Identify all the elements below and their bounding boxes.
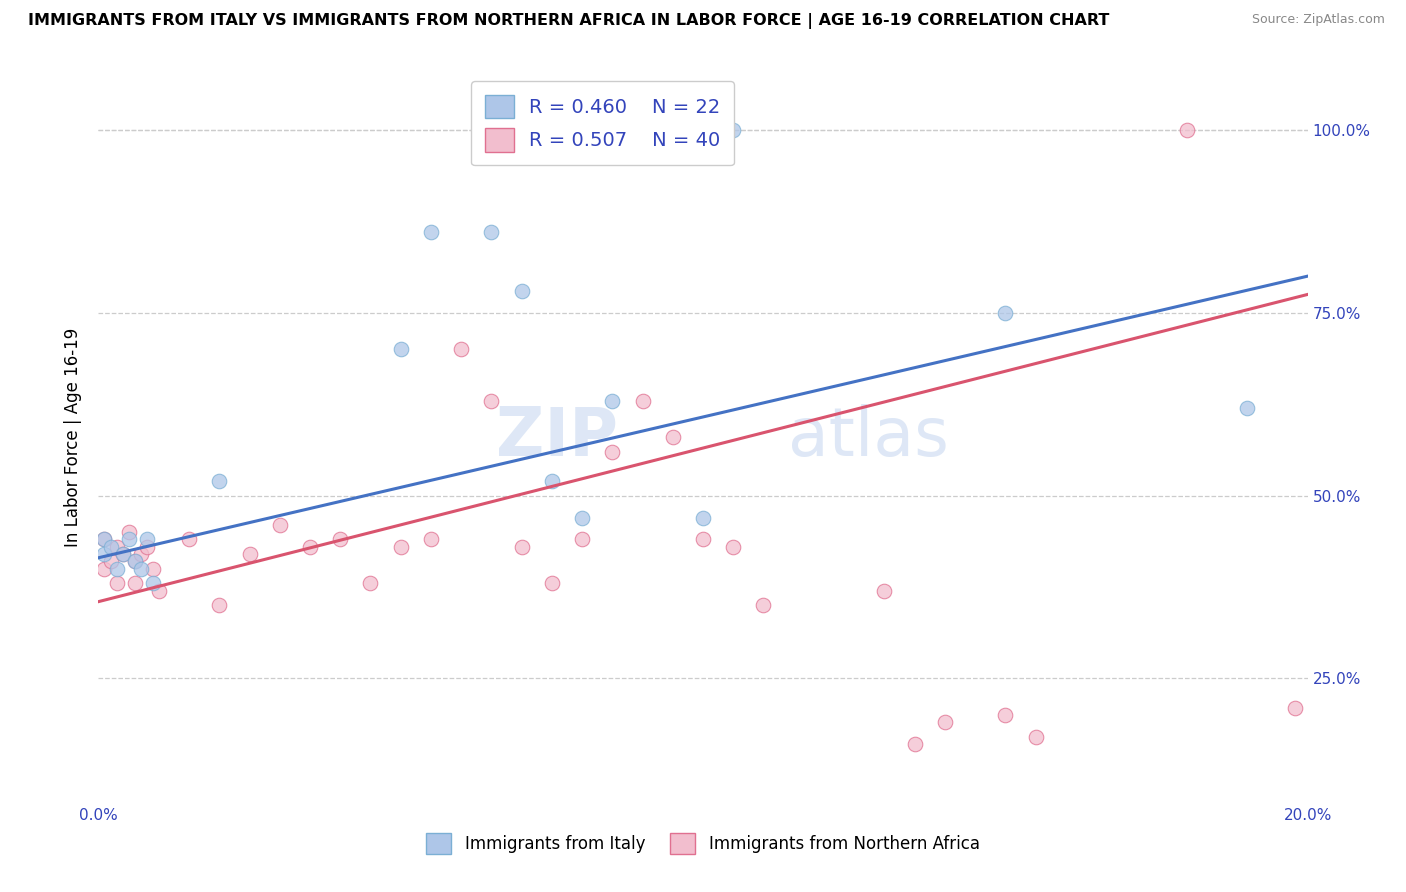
Text: IMMIGRANTS FROM ITALY VS IMMIGRANTS FROM NORTHERN AFRICA IN LABOR FORCE | AGE 16: IMMIGRANTS FROM ITALY VS IMMIGRANTS FROM… bbox=[28, 13, 1109, 29]
Point bbox=[118, 533, 141, 547]
Point bbox=[752, 599, 775, 613]
Y-axis label: In Labor Force | Age 16-19: In Labor Force | Age 16-19 bbox=[65, 327, 83, 547]
Point bbox=[723, 540, 745, 554]
Point bbox=[111, 547, 134, 561]
Point bbox=[93, 533, 115, 547]
Point bbox=[602, 444, 624, 458]
Point bbox=[1284, 700, 1306, 714]
Point bbox=[994, 306, 1017, 320]
Point bbox=[239, 547, 262, 561]
Point bbox=[420, 533, 443, 547]
Point bbox=[389, 540, 412, 554]
Point bbox=[692, 510, 714, 524]
Point bbox=[111, 547, 134, 561]
Point bbox=[93, 533, 115, 547]
Point bbox=[124, 554, 146, 568]
Point bbox=[299, 540, 322, 554]
Point bbox=[389, 343, 412, 357]
Point bbox=[105, 540, 128, 554]
Point bbox=[723, 123, 745, 137]
Point bbox=[450, 343, 472, 357]
Point bbox=[540, 474, 562, 488]
Point bbox=[692, 533, 714, 547]
Point bbox=[105, 576, 128, 591]
Point bbox=[142, 562, 165, 576]
Point bbox=[329, 533, 352, 547]
Point bbox=[420, 225, 443, 239]
Point bbox=[661, 430, 683, 444]
Point bbox=[135, 540, 157, 554]
Point bbox=[873, 583, 896, 598]
Point bbox=[631, 393, 654, 408]
Point bbox=[540, 576, 562, 591]
Point bbox=[129, 547, 152, 561]
Point bbox=[100, 554, 122, 568]
Legend: Immigrants from Italy, Immigrants from Northern Africa: Immigrants from Italy, Immigrants from N… bbox=[420, 827, 986, 860]
Point bbox=[105, 562, 128, 576]
Point bbox=[148, 583, 170, 598]
Point bbox=[100, 540, 122, 554]
Point bbox=[93, 562, 115, 576]
Point bbox=[510, 540, 533, 554]
Point bbox=[571, 510, 593, 524]
Point bbox=[904, 737, 927, 751]
Point bbox=[208, 599, 231, 613]
Point bbox=[118, 525, 141, 540]
Point bbox=[571, 533, 593, 547]
Text: ZIP: ZIP bbox=[496, 404, 619, 470]
Point bbox=[1024, 730, 1046, 744]
Point bbox=[934, 715, 956, 730]
Point bbox=[124, 576, 146, 591]
Point bbox=[1236, 401, 1258, 415]
Text: Source: ZipAtlas.com: Source: ZipAtlas.com bbox=[1251, 13, 1385, 27]
Point bbox=[1175, 123, 1198, 137]
Point bbox=[994, 708, 1017, 723]
Point bbox=[179, 533, 201, 547]
Point bbox=[602, 393, 624, 408]
Point bbox=[208, 474, 231, 488]
Point bbox=[93, 547, 115, 561]
Point bbox=[129, 562, 152, 576]
Point bbox=[360, 576, 382, 591]
Point bbox=[124, 554, 146, 568]
Point bbox=[481, 393, 503, 408]
Point bbox=[510, 284, 533, 298]
Point bbox=[135, 533, 157, 547]
Text: atlas: atlas bbox=[787, 404, 949, 470]
Point bbox=[142, 576, 165, 591]
Point bbox=[481, 225, 503, 239]
Point bbox=[269, 517, 291, 532]
